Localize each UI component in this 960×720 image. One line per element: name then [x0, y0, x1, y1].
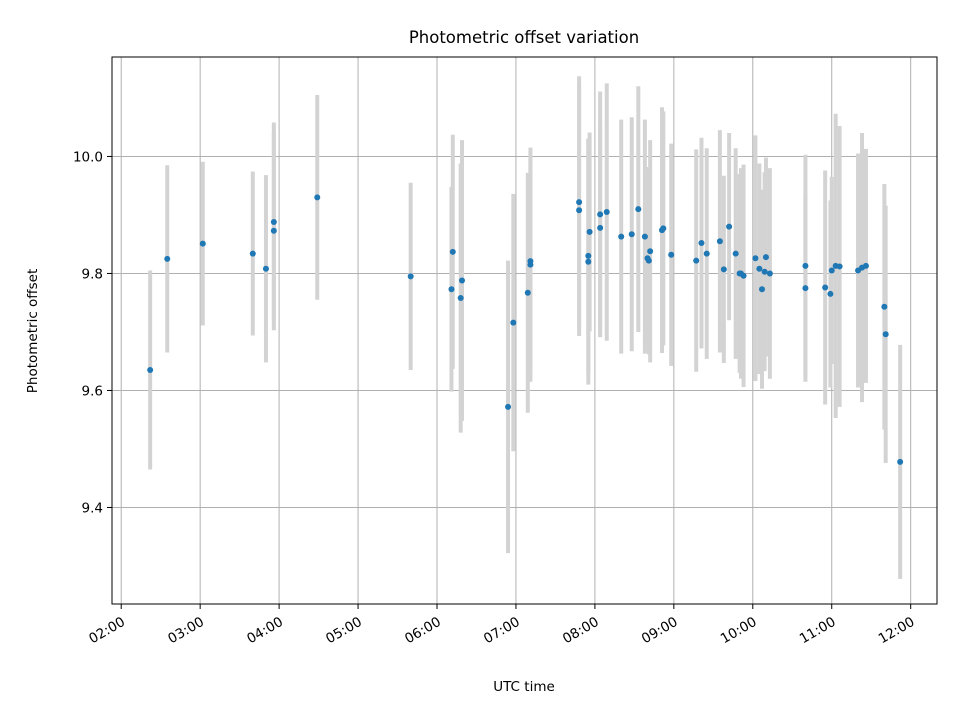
data-point — [802, 262, 809, 269]
data-point — [726, 223, 733, 230]
data-point — [449, 248, 456, 255]
data-point — [897, 458, 904, 465]
x-tick-label: 09:00 — [639, 614, 681, 647]
data-point — [635, 206, 642, 213]
data-point — [314, 194, 321, 201]
data-point — [693, 257, 700, 264]
data-point — [597, 211, 604, 218]
data-point — [270, 218, 277, 225]
data-point — [147, 366, 154, 373]
data-point — [882, 331, 889, 338]
y-axis-label: Photometric offset — [25, 269, 41, 393]
data-point — [698, 240, 705, 247]
data-point — [761, 268, 768, 275]
data-point — [448, 286, 455, 293]
data-point — [716, 238, 723, 245]
x-tick-label: 02:00 — [86, 614, 128, 647]
x-tick-label: 11:00 — [797, 614, 839, 647]
data-point — [270, 227, 277, 234]
data-point — [524, 289, 531, 296]
data-point — [762, 254, 769, 261]
data-point — [457, 295, 464, 302]
data-point — [827, 290, 834, 297]
data-point — [262, 265, 269, 272]
data-point — [586, 228, 593, 235]
data-point — [703, 250, 710, 257]
y-tick-label: 9.8 — [82, 266, 103, 282]
error-bars — [148, 76, 903, 579]
data-point — [822, 284, 829, 291]
x-axis-label: UTC time — [493, 679, 555, 695]
data-point — [164, 255, 171, 262]
data-point — [836, 263, 843, 270]
data-point — [732, 250, 739, 257]
x-tick-label: 12:00 — [876, 614, 918, 647]
data-point — [618, 233, 625, 240]
data-points — [147, 194, 904, 465]
data-point — [660, 225, 667, 232]
data-point — [407, 273, 414, 280]
x-tick-label: 05:00 — [323, 614, 365, 647]
x-tick-label: 03:00 — [165, 614, 207, 647]
y-tick-label: 9.6 — [82, 383, 103, 399]
data-point — [881, 303, 888, 310]
data-point — [752, 255, 759, 262]
data-point — [510, 319, 517, 326]
grid-layer — [112, 57, 937, 604]
data-point — [585, 258, 592, 265]
data-point — [249, 250, 256, 257]
data-point — [862, 262, 869, 269]
data-point — [641, 233, 648, 240]
x-tick-label: 07:00 — [481, 614, 523, 647]
data-point — [459, 277, 465, 284]
data-point — [668, 251, 675, 258]
y-tick-label: 9.4 — [82, 500, 103, 516]
x-tick-label: 10:00 — [718, 614, 760, 647]
data-point — [597, 224, 604, 231]
data-point — [759, 286, 765, 293]
y-tick-label: 10.0 — [73, 149, 103, 165]
data-point — [603, 209, 610, 216]
data-point — [628, 231, 635, 238]
data-point — [720, 266, 727, 273]
data-point — [645, 257, 652, 264]
data-point — [647, 248, 654, 255]
plot-frame — [111, 56, 938, 605]
x-tick-label: 06:00 — [402, 614, 444, 647]
data-point — [828, 267, 835, 274]
axes: 02:00 03:00 04:00 05:00 06:00 07:00 08:00 09:00… — [73, 149, 918, 647]
x-tick-label: 04:00 — [244, 614, 286, 647]
data-point — [802, 285, 809, 292]
data-point — [505, 403, 512, 410]
data-point — [576, 207, 583, 214]
data-point — [585, 252, 592, 259]
data-point — [199, 240, 206, 247]
chart-title: Photometric offset variation — [409, 28, 639, 47]
data-point — [576, 199, 583, 206]
data-point — [527, 258, 534, 265]
x-tick-label: 08:00 — [560, 614, 602, 647]
data-point — [756, 265, 763, 272]
data-point — [766, 270, 773, 277]
data-point — [740, 272, 747, 279]
